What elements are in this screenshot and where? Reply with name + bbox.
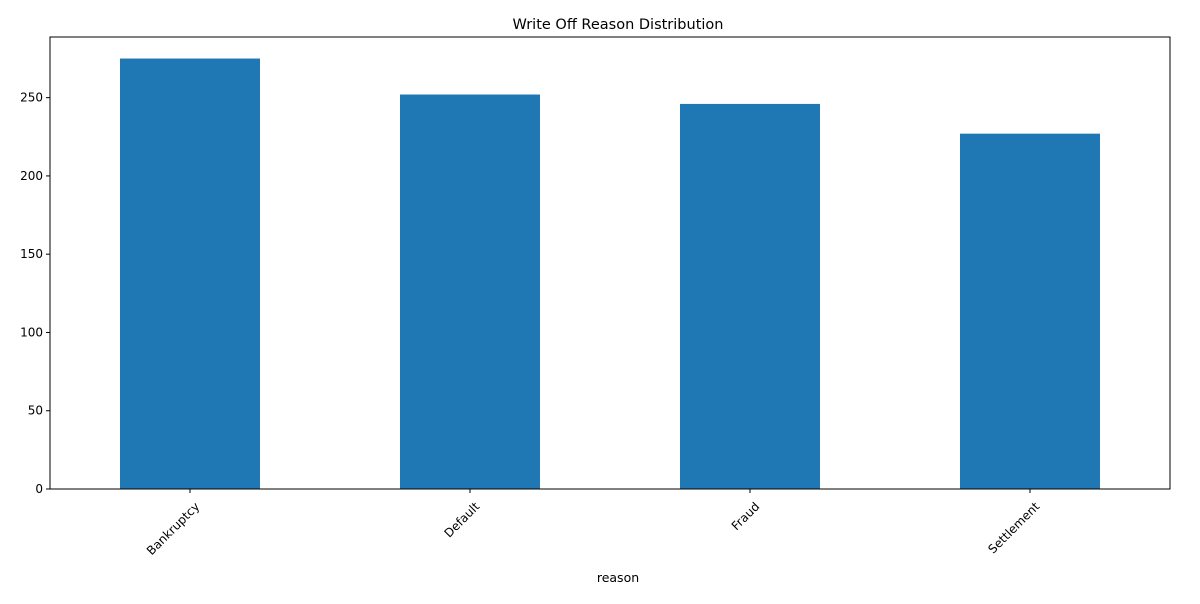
x-tick-label: Fraud: [729, 499, 763, 533]
x-tick-label: Settlement: [985, 499, 1042, 556]
plot-frame: [49, 36, 1171, 490]
x-axis: Bankruptcy Default Fraud Settlement: [144, 489, 1043, 558]
bars-layer: [120, 58, 1100, 490]
y-tick-label: 0: [35, 482, 43, 496]
bar-bankruptcy: [120, 58, 260, 490]
bar-default: [400, 94, 540, 489]
x-tick-label: Bankruptcy: [144, 499, 202, 557]
y-tick-label: 250: [20, 91, 43, 105]
chart-title: Write Off Reason Distribution: [513, 17, 724, 33]
x-tick-label: Default: [441, 499, 482, 540]
y-axis: 0 50 100 150 200 250: [20, 91, 50, 496]
bar-settlement: [960, 133, 1100, 489]
y-tick-label: 200: [20, 169, 43, 183]
x-axis-label: reason: [597, 570, 639, 585]
y-tick-label: 100: [20, 325, 43, 339]
y-tick-label: 50: [28, 404, 43, 418]
bar-fraud: [680, 103, 820, 489]
y-tick-label: 150: [20, 247, 43, 261]
